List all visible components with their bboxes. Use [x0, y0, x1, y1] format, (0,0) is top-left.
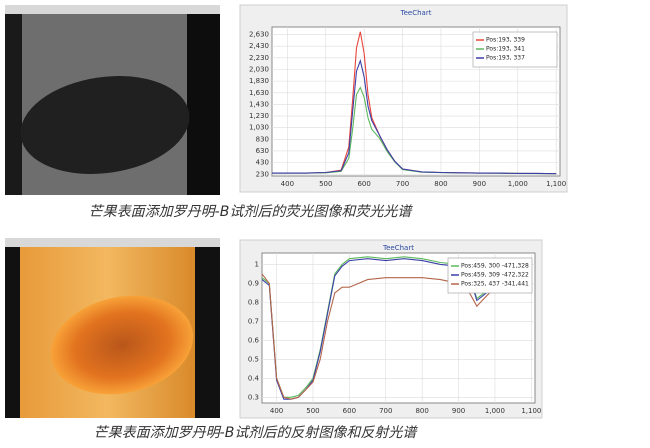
x-tick-label: 400 — [270, 407, 283, 415]
y-tick-label: 1,030 — [249, 124, 269, 132]
y-tick-label: 2,230 — [249, 54, 269, 62]
x-tick-label: 800 — [415, 407, 428, 415]
y-tick-label: 430 — [256, 159, 269, 167]
caption: 芒果表面添加罗丹明-B试剂后的反射图像和反射光谱 — [94, 425, 419, 441]
legend-label: Pos:193, 339 — [486, 37, 525, 44]
x-tick-label: 500 — [319, 180, 332, 188]
y-tick-label: 2,630 — [249, 31, 269, 39]
legend — [472, 31, 558, 68]
x-tick-label: 600 — [357, 180, 370, 188]
y-tick-label: 0.8 — [248, 298, 259, 306]
x-tick-label: 600 — [343, 407, 356, 415]
caption: 芒果表面添加罗丹明-B试剂后的荧光图像和荧光光谱 — [89, 204, 414, 220]
legend-label: Pos:193, 337 — [486, 55, 525, 62]
y-tick-label: 0.6 — [248, 336, 260, 344]
legend — [447, 257, 533, 294]
legend-label: Pos:459, 309 -472,322 — [461, 272, 529, 279]
y-tick-label: 0.9 — [248, 279, 259, 287]
y-tick-label: 1,230 — [249, 112, 269, 120]
chart-title: TeeChart — [382, 244, 414, 252]
x-tick-label: 1,000 — [485, 407, 505, 415]
x-tick-label: 1,100 — [521, 407, 541, 415]
y-tick-label: 1,630 — [249, 89, 269, 97]
series-line — [261, 267, 532, 400]
x-tick-label: 700 — [396, 180, 409, 188]
y-tick-label: 0.3 — [248, 393, 259, 401]
legend-label: Pos:193, 341 — [486, 46, 525, 53]
legend-label: Pos:459, 300 -471,328 — [461, 263, 529, 270]
reflectance-image — [5, 238, 220, 418]
x-tick-label: 1,100 — [546, 180, 566, 188]
x-tick-label: 900 — [473, 180, 486, 188]
y-tick-label: 0.7 — [248, 317, 259, 325]
series-line — [272, 58, 557, 175]
fluorescence-image — [5, 5, 220, 195]
y-tick-label: 0.4 — [248, 374, 260, 382]
y-tick-label: 1,830 — [249, 77, 269, 85]
y-tick-label: 830 — [256, 135, 269, 143]
chart-title: TeeChart — [400, 9, 432, 17]
x-tick-label: 800 — [434, 180, 447, 188]
x-tick-label: 900 — [452, 407, 465, 415]
y-tick-label: 2,430 — [249, 42, 269, 50]
y-tick-label: 2,030 — [249, 65, 269, 73]
y-tick-label: 630 — [256, 147, 269, 155]
y-tick-label: 1,430 — [249, 100, 269, 108]
y-tick-label: 0.5 — [248, 355, 259, 363]
x-tick-label: 1,000 — [508, 180, 528, 188]
x-tick-label: 500 — [306, 407, 319, 415]
y-tick-label: 1 — [255, 260, 259, 268]
y-tick-label: 230 — [256, 170, 269, 178]
x-tick-label: 700 — [379, 407, 392, 415]
legend-label: Pos:325, 437 -341,441 — [461, 281, 529, 288]
x-tick-label: 400 — [281, 180, 294, 188]
